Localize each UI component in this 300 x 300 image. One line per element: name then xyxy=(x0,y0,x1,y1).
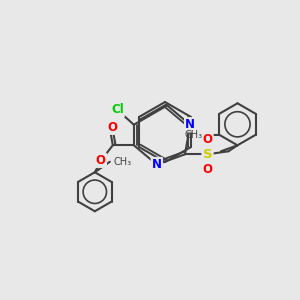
Text: Cl: Cl xyxy=(111,103,124,116)
Text: O: O xyxy=(96,154,106,167)
Text: N: N xyxy=(185,118,195,131)
Text: CH₃: CH₃ xyxy=(185,130,203,140)
Text: O: O xyxy=(202,163,212,176)
Text: O: O xyxy=(202,133,212,146)
Text: O: O xyxy=(107,121,117,134)
Text: CH₃: CH₃ xyxy=(113,157,131,167)
Text: S: S xyxy=(203,148,212,161)
Text: N: N xyxy=(152,158,162,171)
